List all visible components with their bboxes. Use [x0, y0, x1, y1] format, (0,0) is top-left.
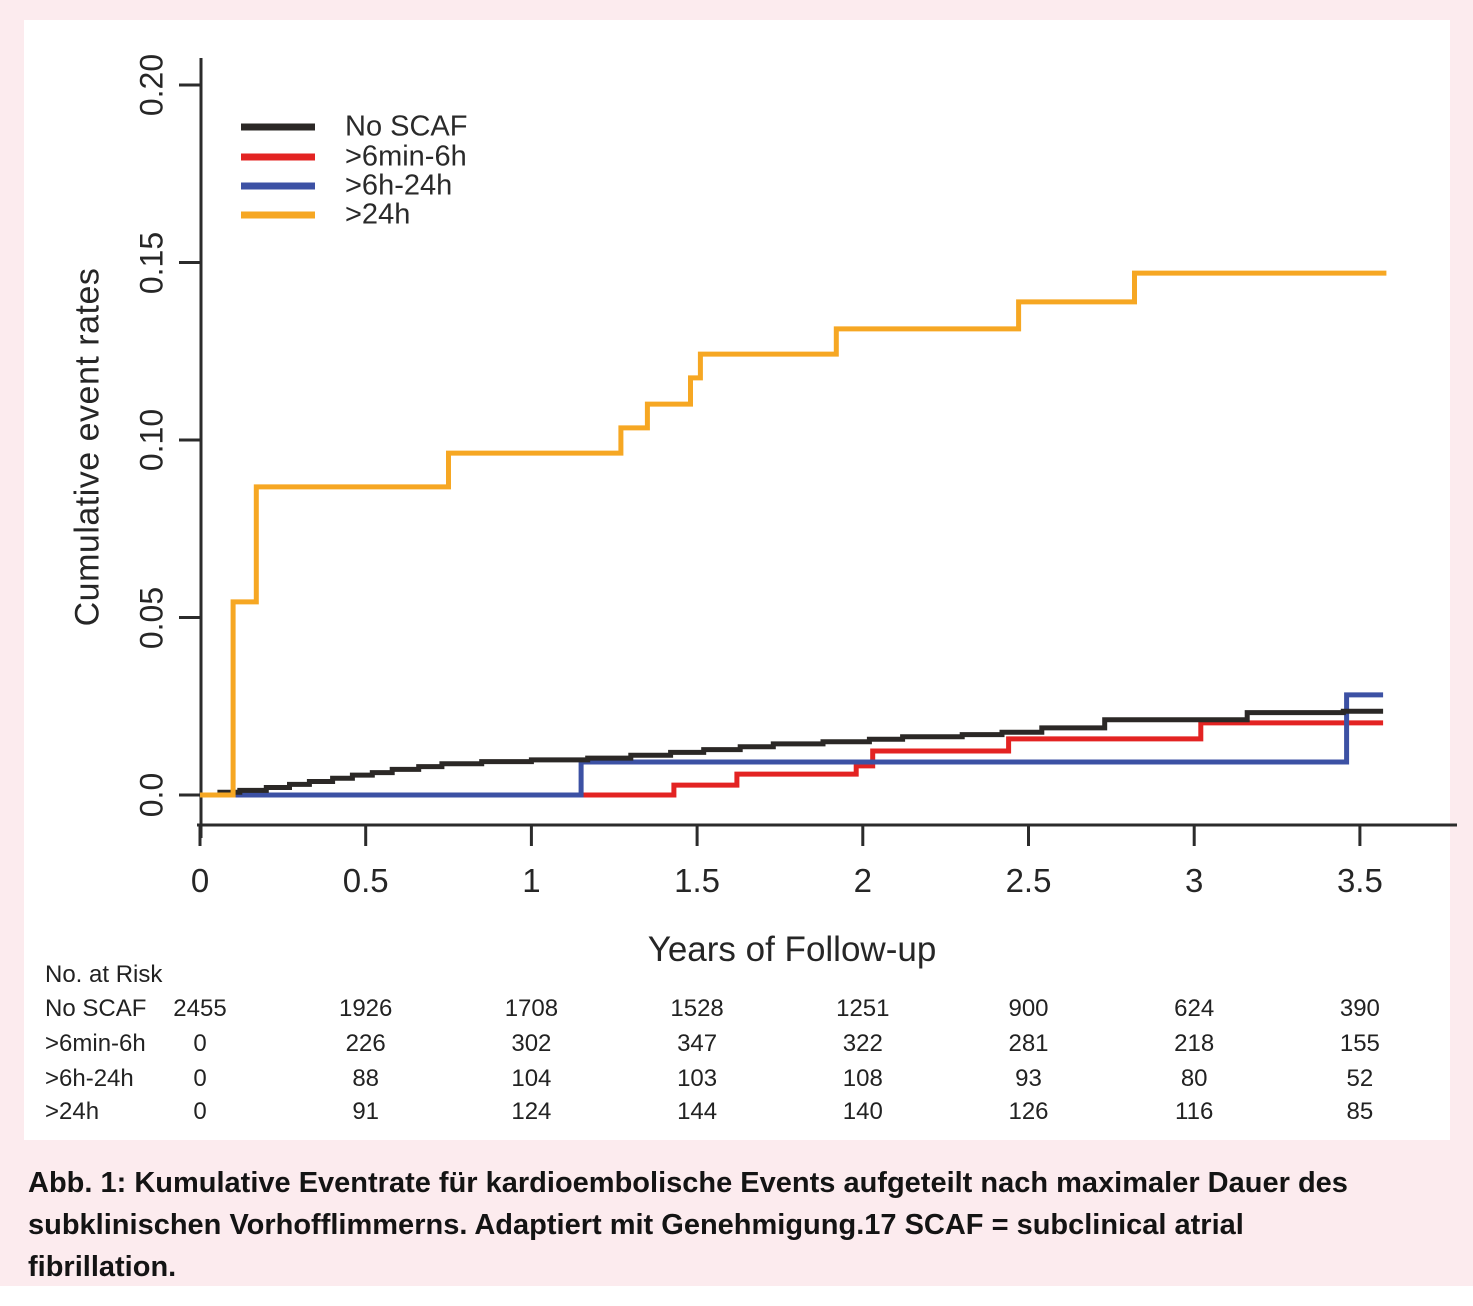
x-tick-label: 3.5: [1336, 862, 1383, 899]
figure-caption: Abb. 1: Kumulative Eventrate für kardioe…: [28, 1167, 1348, 1284]
risk-row-label: >24h: [45, 1098, 100, 1125]
risk-row-label: >6h-24h: [45, 1065, 134, 1092]
risk-value: 322: [842, 1030, 883, 1057]
legend-label: No SCAF: [345, 110, 468, 143]
risk-value: 116: [1175, 1098, 1214, 1125]
series-curve--6min-6h: [200, 720, 1384, 798]
risk-value: 281: [1008, 1030, 1049, 1057]
risk-value: 1708: [504, 995, 559, 1022]
legend-label: >24h: [345, 198, 411, 231]
risk-value: 85: [1346, 1098, 1374, 1125]
risk-value: 104: [511, 1065, 552, 1092]
x-tick-label: 2: [853, 862, 872, 899]
risk-value: 52: [1346, 1065, 1374, 1092]
risk-value: 0: [193, 1098, 207, 1125]
risk-value: 347: [677, 1030, 718, 1057]
risk-value: 0: [193, 1030, 207, 1057]
chart-panel: [24, 20, 1450, 1140]
x-axis-title: Years of Follow-up: [647, 930, 937, 969]
legend-label: >6h-24h: [345, 169, 453, 202]
risk-value: 1528: [670, 995, 724, 1022]
risk-value: 155: [1339, 1030, 1380, 1057]
risk-value: 226: [345, 1030, 386, 1057]
y-axis-title: Cumulative event rates: [68, 267, 107, 627]
risk-row-label: >6min-6h: [45, 1030, 146, 1057]
risk-row-label: No SCAF: [45, 995, 147, 1022]
risk-value: 2455: [173, 995, 227, 1022]
risk-value: 80: [1180, 1065, 1208, 1092]
y-tick-label: 0.10: [133, 408, 170, 472]
x-tick-label: 1.5: [674, 862, 721, 899]
x-tick-label: 1: [522, 862, 541, 899]
y-tick-label: 0.05: [133, 586, 170, 649]
risk-value: 218: [1174, 1030, 1215, 1057]
risk-value: 91: [352, 1098, 380, 1125]
series-curve--24h: [200, 270, 1387, 798]
risk-value: 124: [511, 1098, 552, 1125]
risk-value: 140: [842, 1098, 883, 1125]
x-tick-label: 2.5: [1005, 862, 1052, 899]
x-tick-label: 0: [190, 862, 210, 899]
risk-value: 144: [677, 1098, 718, 1125]
risk-value: 624: [1174, 995, 1215, 1022]
risk-value: 108: [842, 1065, 883, 1092]
series-curve--6h-24h: [200, 692, 1384, 798]
series-curve-no-scaf: [200, 708, 1384, 798]
risk-value: 390: [1339, 995, 1380, 1022]
risk-table-title: No. at Risk: [45, 961, 163, 988]
risk-value: 103: [677, 1065, 718, 1092]
risk-value: 88: [352, 1065, 380, 1092]
y-tick-label: 0.20: [133, 53, 170, 117]
risk-value: 1251: [836, 995, 890, 1022]
x-tick-label: 3: [1185, 862, 1204, 899]
y-tick-label: 0.0: [133, 772, 170, 818]
legend-label: >6min-6h: [345, 140, 467, 173]
risk-value: 126: [1008, 1098, 1049, 1125]
risk-value: 93: [1015, 1065, 1042, 1092]
risk-value: 0: [193, 1065, 207, 1092]
risk-value: 900: [1008, 995, 1049, 1022]
x-tick-label: 0.5: [342, 862, 389, 899]
risk-value: 1926: [338, 995, 393, 1022]
risk-value: 302: [511, 1030, 552, 1057]
y-tick-label: 0.15: [133, 231, 170, 294]
